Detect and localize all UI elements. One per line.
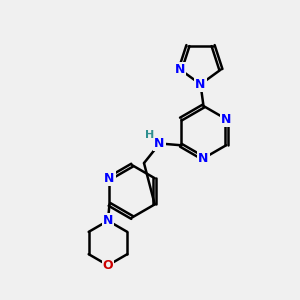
Text: N: N: [221, 112, 231, 126]
Text: N: N: [195, 78, 206, 91]
Text: N: N: [198, 152, 209, 165]
Text: H: H: [145, 130, 154, 140]
Text: N: N: [103, 214, 113, 227]
Text: O: O: [103, 259, 113, 272]
Text: N: N: [154, 137, 165, 150]
Text: N: N: [175, 63, 185, 76]
Text: N: N: [104, 172, 115, 185]
